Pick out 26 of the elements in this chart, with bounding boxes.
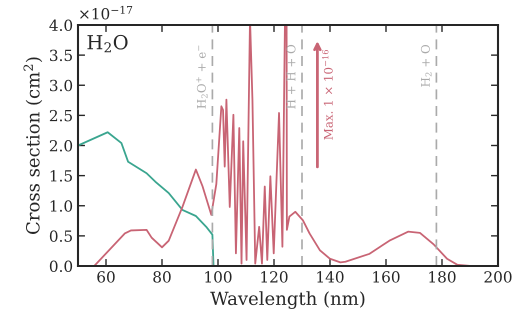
y-tick-label: 2.5	[50, 110, 72, 122]
x-tick-label: 180	[429, 271, 456, 283]
y-tick-label: 1.0	[50, 200, 72, 212]
x-tick-label: 200	[484, 271, 512, 283]
y-tick-label: 4.0	[49, 19, 72, 32]
annotation: Max. 1 × 10$^{−16}$	[322, 50, 333, 140]
y-tick-label: 0.5	[50, 230, 72, 242]
text: ×10$^{−17}$	[80, 6, 132, 20]
ref-line-label: H$_{2}$O$^{+}$ + e$^{−}$	[196, 46, 208, 108]
x-tick-label: 120	[261, 271, 288, 283]
y-tick-label: 2.0	[50, 140, 72, 152]
x-tick-label: 100	[205, 271, 232, 283]
y-axis-title: Cross section (cm$^{2}$)	[23, 57, 42, 234]
x-tick-label: 140	[317, 271, 344, 283]
x-tick-label: 160	[373, 271, 400, 283]
y-tick-label: 3.5	[50, 50, 72, 62]
y-tick-label: 0.0	[50, 260, 72, 272]
ref-line-label: H + H + O	[286, 44, 296, 109]
y-tick-label: 3.0	[50, 80, 72, 92]
x-tick-label: 80	[153, 271, 171, 283]
x-axis-title: Wavelength (nm)	[210, 291, 364, 309]
y-tick-label: 1.5	[50, 170, 72, 182]
chart-title: H$_{2}$O	[87, 34, 128, 52]
x-tick-label: 60	[97, 271, 115, 283]
line-series	[78, 131, 214, 266]
ref-line-label: H$_{2}$ + O	[420, 44, 432, 87]
